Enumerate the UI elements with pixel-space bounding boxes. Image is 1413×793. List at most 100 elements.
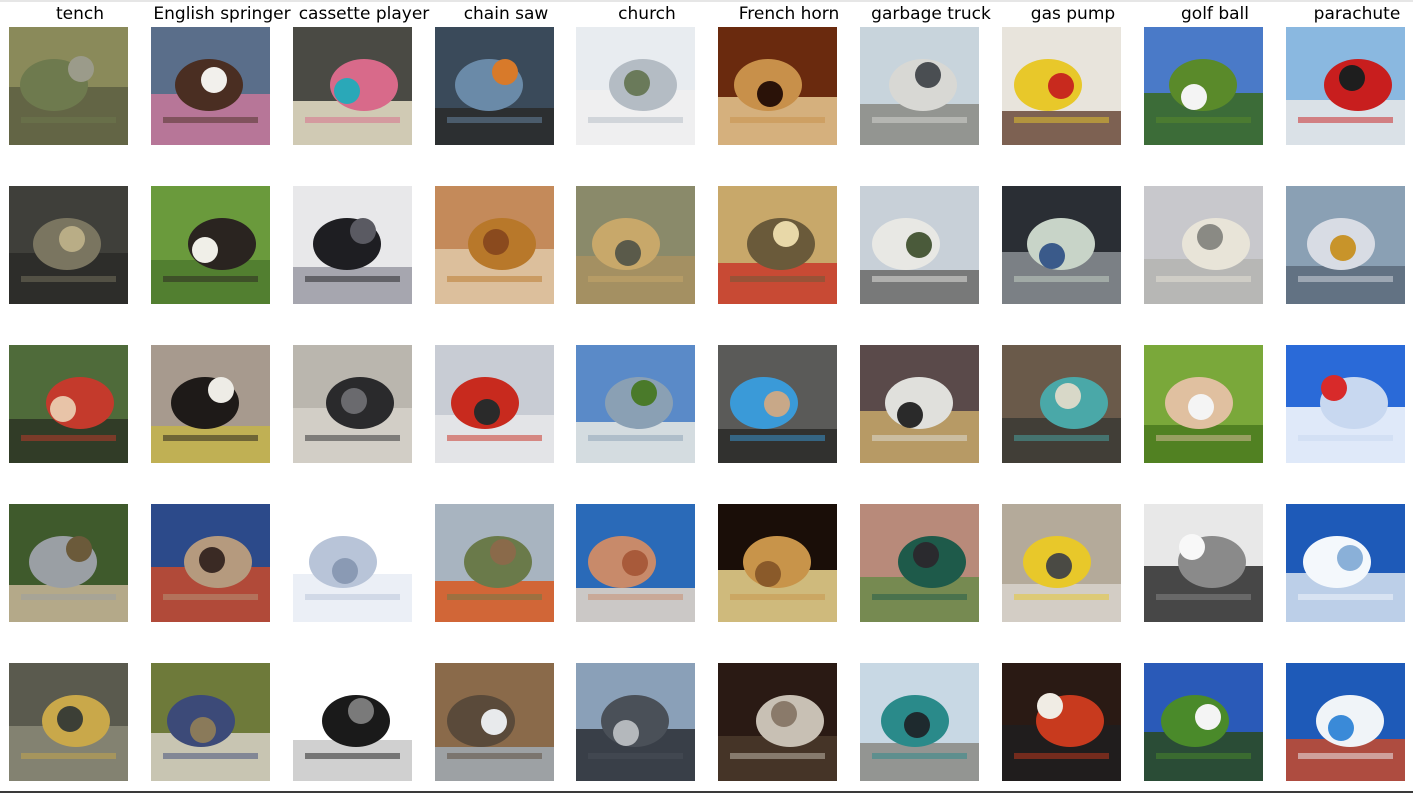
angler-photo (9, 504, 128, 622)
church-photo (576, 27, 695, 145)
display-photo (1002, 186, 1121, 304)
fish-photo (9, 27, 128, 145)
sample-image (293, 27, 412, 145)
sample-image (576, 27, 695, 145)
saw-photo (435, 345, 554, 463)
class-label: tench (55, 4, 105, 24)
sample-image (718, 186, 837, 304)
sample-image (860, 504, 979, 622)
class-label: church (618, 4, 676, 24)
truck-photo (860, 663, 979, 781)
sample-image (435, 345, 554, 463)
saw-photo (435, 186, 554, 304)
class-column: church (576, 0, 718, 793)
sample-image (293, 504, 412, 622)
sample-image (293, 663, 412, 781)
sample-image (1002, 186, 1121, 304)
sample-image (1002, 345, 1121, 463)
forest-photo (435, 663, 554, 781)
class-column: gas pump (1002, 0, 1144, 793)
sample-image (293, 186, 412, 304)
recorder-photo (293, 663, 412, 781)
sample-image (435, 27, 554, 145)
sample-image (435, 186, 554, 304)
ball-photo (1144, 27, 1263, 145)
sample-image (1286, 504, 1405, 622)
worker-photo (435, 27, 554, 145)
sample-image (9, 186, 128, 304)
figure-top-edge (0, 0, 1413, 2)
sample-image (1286, 27, 1405, 145)
course-photo (1144, 663, 1263, 781)
pump-photo (1002, 504, 1121, 622)
car-radio-photo (293, 345, 412, 463)
ball-photo (1144, 504, 1263, 622)
sample-image (1144, 27, 1263, 145)
sample-image (151, 345, 270, 463)
sample-image (151, 186, 270, 304)
truck-photo (860, 345, 979, 463)
sample-image (1002, 504, 1121, 622)
sample-image (1144, 345, 1263, 463)
horn-photo (718, 186, 837, 304)
class-column: parachute (1286, 0, 1413, 793)
class-column: English springer (151, 0, 293, 793)
sample-image (9, 345, 128, 463)
tower-photo (576, 186, 695, 304)
sample-image (435, 663, 554, 781)
stereo-photo (293, 186, 412, 304)
tapes-photo (293, 27, 412, 145)
sample-image (293, 345, 412, 463)
class-column: garbage truck (860, 0, 1002, 793)
sample-image (1286, 186, 1405, 304)
dog-photo (151, 345, 270, 463)
truck-photo (860, 27, 979, 145)
sample-image (151, 27, 270, 145)
tower-photo (576, 504, 695, 622)
class-label: gas pump (1030, 4, 1116, 24)
sample-image (718, 27, 837, 145)
sample-image (576, 186, 695, 304)
class-label: French horn (738, 4, 840, 24)
dog-photo (151, 27, 270, 145)
class-label: golf ball (1181, 4, 1249, 24)
sample-image (860, 186, 979, 304)
truck-photo (860, 504, 979, 622)
musician-photo (718, 27, 837, 145)
class-label: garbage truck (871, 4, 991, 24)
sample-image (576, 345, 695, 463)
sample-image (860, 663, 979, 781)
sample-image (1144, 504, 1263, 622)
dog-photo (151, 504, 270, 622)
logging-photo (435, 504, 554, 622)
boombox-photo (293, 504, 412, 622)
class-column: chain saw (435, 0, 577, 793)
landscape-photo (576, 345, 695, 463)
sample-image (9, 27, 128, 145)
class-column: golf ball (1144, 0, 1286, 793)
ball-photo (1144, 186, 1263, 304)
sample-image (1002, 27, 1121, 145)
pump-photo (1002, 345, 1121, 463)
pump-photo (1002, 663, 1121, 781)
fish-photo (9, 663, 128, 781)
facade-photo (576, 663, 695, 781)
sample-image (718, 504, 837, 622)
angler-photo (9, 345, 128, 463)
truck-photo (860, 186, 979, 304)
sample-image (151, 504, 270, 622)
sky-photo (1286, 504, 1405, 622)
sample-image (860, 345, 979, 463)
sample-image (576, 504, 695, 622)
dog-photo (151, 186, 270, 304)
sample-image (435, 504, 554, 622)
class-column: cassette player (293, 0, 435, 793)
sample-image (1144, 186, 1263, 304)
horn-photo (718, 504, 837, 622)
class-label: parachute (1313, 4, 1401, 24)
class-column: French horn (718, 0, 860, 793)
sky-photo (1286, 345, 1405, 463)
fish-photo (9, 186, 128, 304)
canopy-photo (1286, 186, 1405, 304)
